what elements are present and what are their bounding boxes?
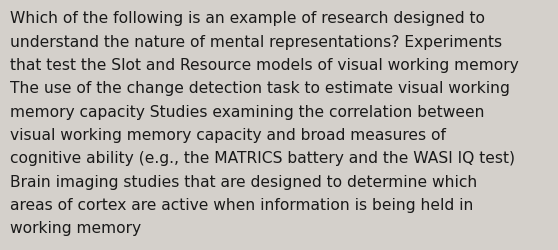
Text: understand the nature of mental representations? Experiments: understand the nature of mental represen… — [10, 34, 502, 50]
Text: areas of cortex are active when information is being held in: areas of cortex are active when informat… — [10, 197, 473, 212]
Text: that test the Slot and Resource models of visual working memory: that test the Slot and Resource models o… — [10, 58, 519, 73]
Text: Which of the following is an example of research designed to: Which of the following is an example of … — [10, 11, 485, 26]
Text: memory capacity Studies examining the correlation between: memory capacity Studies examining the co… — [10, 104, 484, 119]
Text: working memory: working memory — [10, 220, 141, 236]
Text: cognitive ability (e.g., the MATRICS battery and the WASI IQ test): cognitive ability (e.g., the MATRICS bat… — [10, 151, 515, 166]
Text: visual working memory capacity and broad measures of: visual working memory capacity and broad… — [10, 128, 446, 142]
Text: Brain imaging studies that are designed to determine which: Brain imaging studies that are designed … — [10, 174, 477, 189]
Text: The use of the change detection task to estimate visual working: The use of the change detection task to … — [10, 81, 510, 96]
